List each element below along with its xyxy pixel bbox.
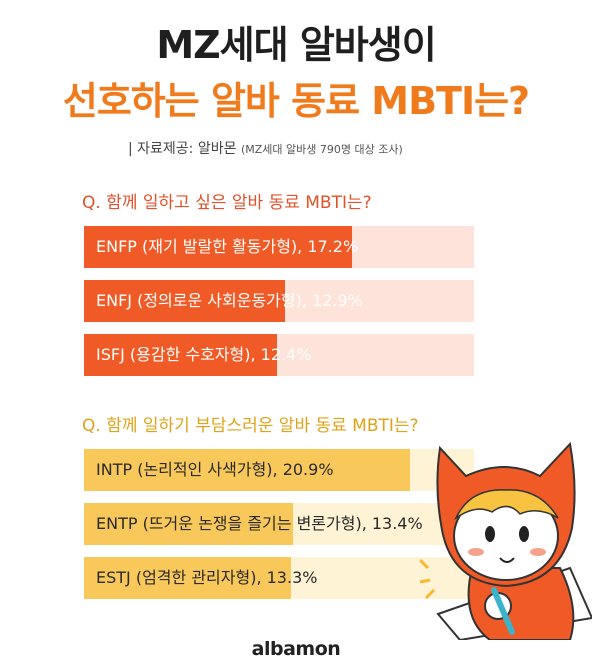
title-line-2: 선호하는 알바 동료 MBTI는? [62, 79, 530, 123]
burdensome-bar-label-3: ESTJ (엄격한 관리자형), 13.3% [96, 568, 318, 587]
albamon-logo: albamon [251, 638, 341, 660]
preferred-bar-label-1: ENFP (재기 발랄한 활동가형), 17.2% [96, 237, 359, 256]
mascot-illustration [420, 441, 592, 640]
burdensome-bar-label-1: INTP (논리적인 사색가형), 20.9% [96, 460, 334, 479]
preferred-bar-1 [84, 226, 352, 268]
title-line-1: MZ세대 알바생이 [156, 23, 436, 67]
question-burdensome: Q. 함께 일하기 부담스러운 알바 동료 MBTI는? [82, 416, 419, 436]
burdensome-bar-1 [84, 449, 410, 491]
preferred-bar-label-2: ENFJ (정의로운 사회운동가형), 12.9% [96, 291, 363, 310]
source-note: (MZ세대 알바생 790명 대상 조사) [240, 143, 403, 156]
preferred-bar-label-3: ISFJ (용감한 수호자형), 12.4% [96, 345, 312, 364]
preferred-bar-3 [84, 334, 277, 376]
source-text: | 자료제공: 알바몬 (MZ세대 알바생 790명 대상 조사) [128, 138, 403, 158]
burdensome-bar-2 [84, 503, 293, 545]
question-preferred: Q. 함께 일하고 싶은 알바 동료 MBTI는? [82, 193, 372, 213]
source-main: | 자료제공: 알바몬 [128, 141, 237, 157]
burdensome-bar-3 [84, 557, 291, 599]
burdensome-bar-label-2: ENTP (뜨거운 논쟁을 즐기는 변론가형), 13.4% [96, 514, 423, 533]
preferred-bar-2 [84, 280, 285, 322]
